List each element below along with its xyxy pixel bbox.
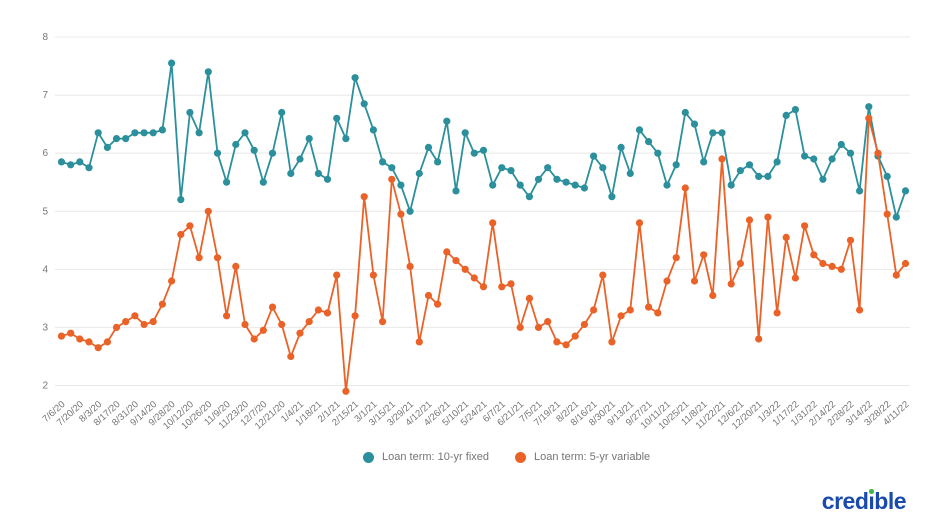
legend-item-5yr-variable: Loan term: 5-yr variable [515, 451, 650, 463]
svg-text:3: 3 [42, 322, 48, 333]
legend-label-5yr-variable: Loan term: 5-yr variable [534, 451, 651, 463]
chart-legend: Loan term: 10-yr fixed Loan term: 5-yr v… [363, 451, 650, 463]
logo-text-start: cred [821, 488, 869, 514]
svg-text:7: 7 [42, 90, 48, 101]
legend-dot-5yr-variable-icon [515, 451, 526, 463]
legend-label-10yr-fixed: Loan term: 10-yr fixed [382, 451, 489, 463]
logo-letter-i: ı [868, 488, 875, 514]
loan-rates-chart: 87654327/6/207/20/208/3/208/17/208/31/20… [41, 32, 912, 432]
legend-item-10yr-fixed: Loan term: 10-yr fixed [363, 451, 489, 463]
svg-text:5: 5 [42, 206, 48, 217]
svg-text:2: 2 [42, 381, 48, 392]
svg-text:4: 4 [42, 264, 48, 275]
svg-text:6: 6 [42, 148, 48, 159]
credible-logo: credı ble [821, 488, 907, 515]
logo-text-end: ble [874, 488, 906, 514]
legend-dot-10yr-fixed-icon [363, 451, 374, 463]
svg-text:8: 8 [42, 32, 48, 43]
logo-green-dot-icon [869, 489, 874, 494]
